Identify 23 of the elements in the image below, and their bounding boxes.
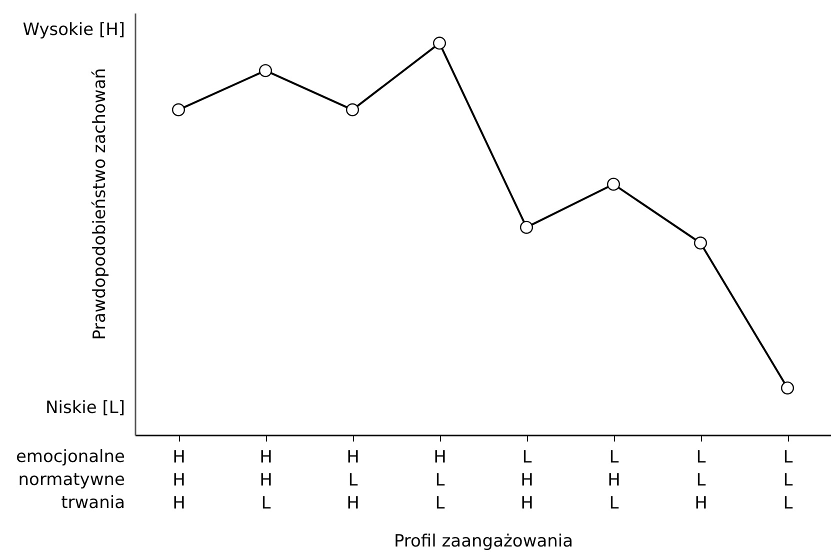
point xyxy=(346,103,360,116)
x-tick-label: L H H xyxy=(520,448,534,514)
x-tick-label: H L L xyxy=(434,448,446,514)
x-tick-label: H H H xyxy=(172,448,186,514)
point xyxy=(780,381,794,394)
point xyxy=(258,64,272,78)
text: Niskie [L] xyxy=(46,398,125,418)
x-tick-label: H H L xyxy=(260,448,272,514)
x-axis-title: Profil zaangażowania xyxy=(394,532,574,552)
point xyxy=(432,36,446,50)
text: Wysokie [H] xyxy=(22,20,125,40)
x-tick-label: L L H xyxy=(694,448,708,514)
point xyxy=(520,220,534,234)
x-tick-label: L H L xyxy=(608,448,620,514)
text: emocjonalne xyxy=(16,447,125,467)
point xyxy=(172,103,186,116)
x-tick-label: L L L xyxy=(783,448,794,514)
y-axis-title: Prawdopodobieństwo zachowań xyxy=(90,68,110,340)
text: normatywne xyxy=(18,470,125,490)
x-tick-label: H L H xyxy=(346,448,360,514)
text: trwania xyxy=(61,493,125,513)
point xyxy=(694,236,708,250)
point xyxy=(606,178,620,191)
